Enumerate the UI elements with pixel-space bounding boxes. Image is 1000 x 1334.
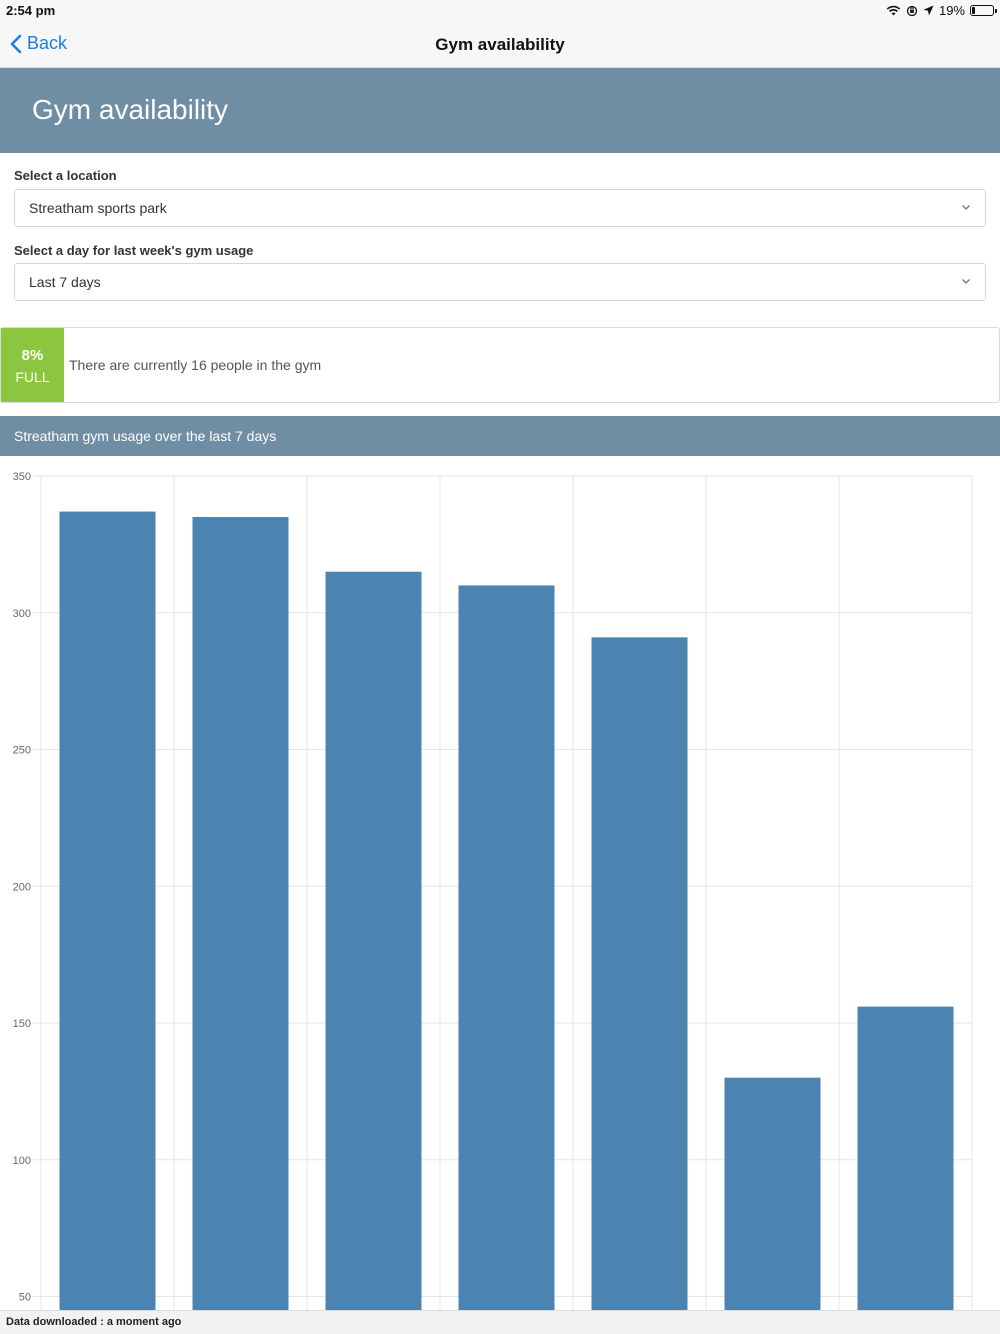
chart-bar[interactable]	[325, 571, 422, 1310]
day-select[interactable]: Last 7 days	[14, 263, 986, 301]
usage-chart: 350 300 250 200 150 100 50	[0, 456, 1000, 1310]
battery-icon	[970, 5, 997, 16]
chart-bar[interactable]	[591, 637, 688, 1310]
location-arrow-icon	[923, 5, 934, 16]
occupancy-status: FULL	[15, 369, 50, 385]
footer: Data downloaded : a moment ago	[0, 1310, 1000, 1334]
y-tick-label: 200	[13, 881, 31, 893]
wifi-icon	[886, 5, 901, 16]
y-tick-label: 50	[19, 1292, 31, 1304]
chevron-left-icon	[10, 34, 22, 53]
chart-header: Streatham gym usage over the last 7 days	[0, 416, 1000, 456]
navigation-bar: Back Gym availability	[0, 22, 1000, 68]
status-time: 2:54 pm	[6, 3, 56, 18]
occupancy-badge: 8% FULL	[1, 328, 64, 402]
data-downloaded-status: Data downloaded : a moment ago	[6, 1316, 182, 1328]
nav-title: Gym availability	[435, 35, 565, 54]
page-banner: Gym availability	[0, 68, 1000, 153]
y-tick-label: 100	[13, 1155, 31, 1167]
back-button[interactable]: Back	[10, 33, 67, 54]
location-label: Select a location	[14, 168, 117, 183]
y-tick-label: 150	[13, 1018, 31, 1030]
page-title: Gym availability	[32, 94, 229, 125]
status-icons: 19%	[886, 3, 997, 18]
chart-title: Streatham gym usage over the last 7 days	[14, 428, 277, 444]
location-select[interactable]: Streatham sports park	[14, 189, 986, 227]
y-tick-label: 300	[13, 608, 31, 620]
chart-bar[interactable]	[857, 1006, 954, 1310]
chevron-down-icon	[962, 205, 970, 210]
day-label: Select a day for last week's gym usage	[14, 243, 254, 258]
occupancy-card: 8% FULL There are currently 16 people in…	[0, 327, 1000, 403]
status-bar: 2:54 pm 19%	[0, 0, 1000, 22]
location-select-value: Streatham sports park	[29, 200, 167, 216]
y-tick-label: 350	[13, 471, 31, 483]
occupancy-message: There are currently 16 people in the gym	[69, 357, 322, 373]
chart-bar[interactable]	[59, 511, 156, 1310]
orientation-lock-icon	[906, 5, 918, 16]
day-select-value: Last 7 days	[29, 274, 101, 290]
back-button-label: Back	[27, 33, 68, 53]
battery-percent: 19%	[938, 3, 965, 18]
chart-bar[interactable]	[192, 517, 289, 1310]
chart-bar[interactable]	[724, 1077, 821, 1310]
chevron-down-icon	[962, 279, 970, 284]
usage-bar-chart: 350 300 250 200 150 100 50	[13, 471, 973, 1310]
y-tick-label: 250	[13, 745, 31, 757]
occupancy-percent: 8%	[21, 347, 44, 364]
chart-bar[interactable]	[458, 585, 555, 1310]
